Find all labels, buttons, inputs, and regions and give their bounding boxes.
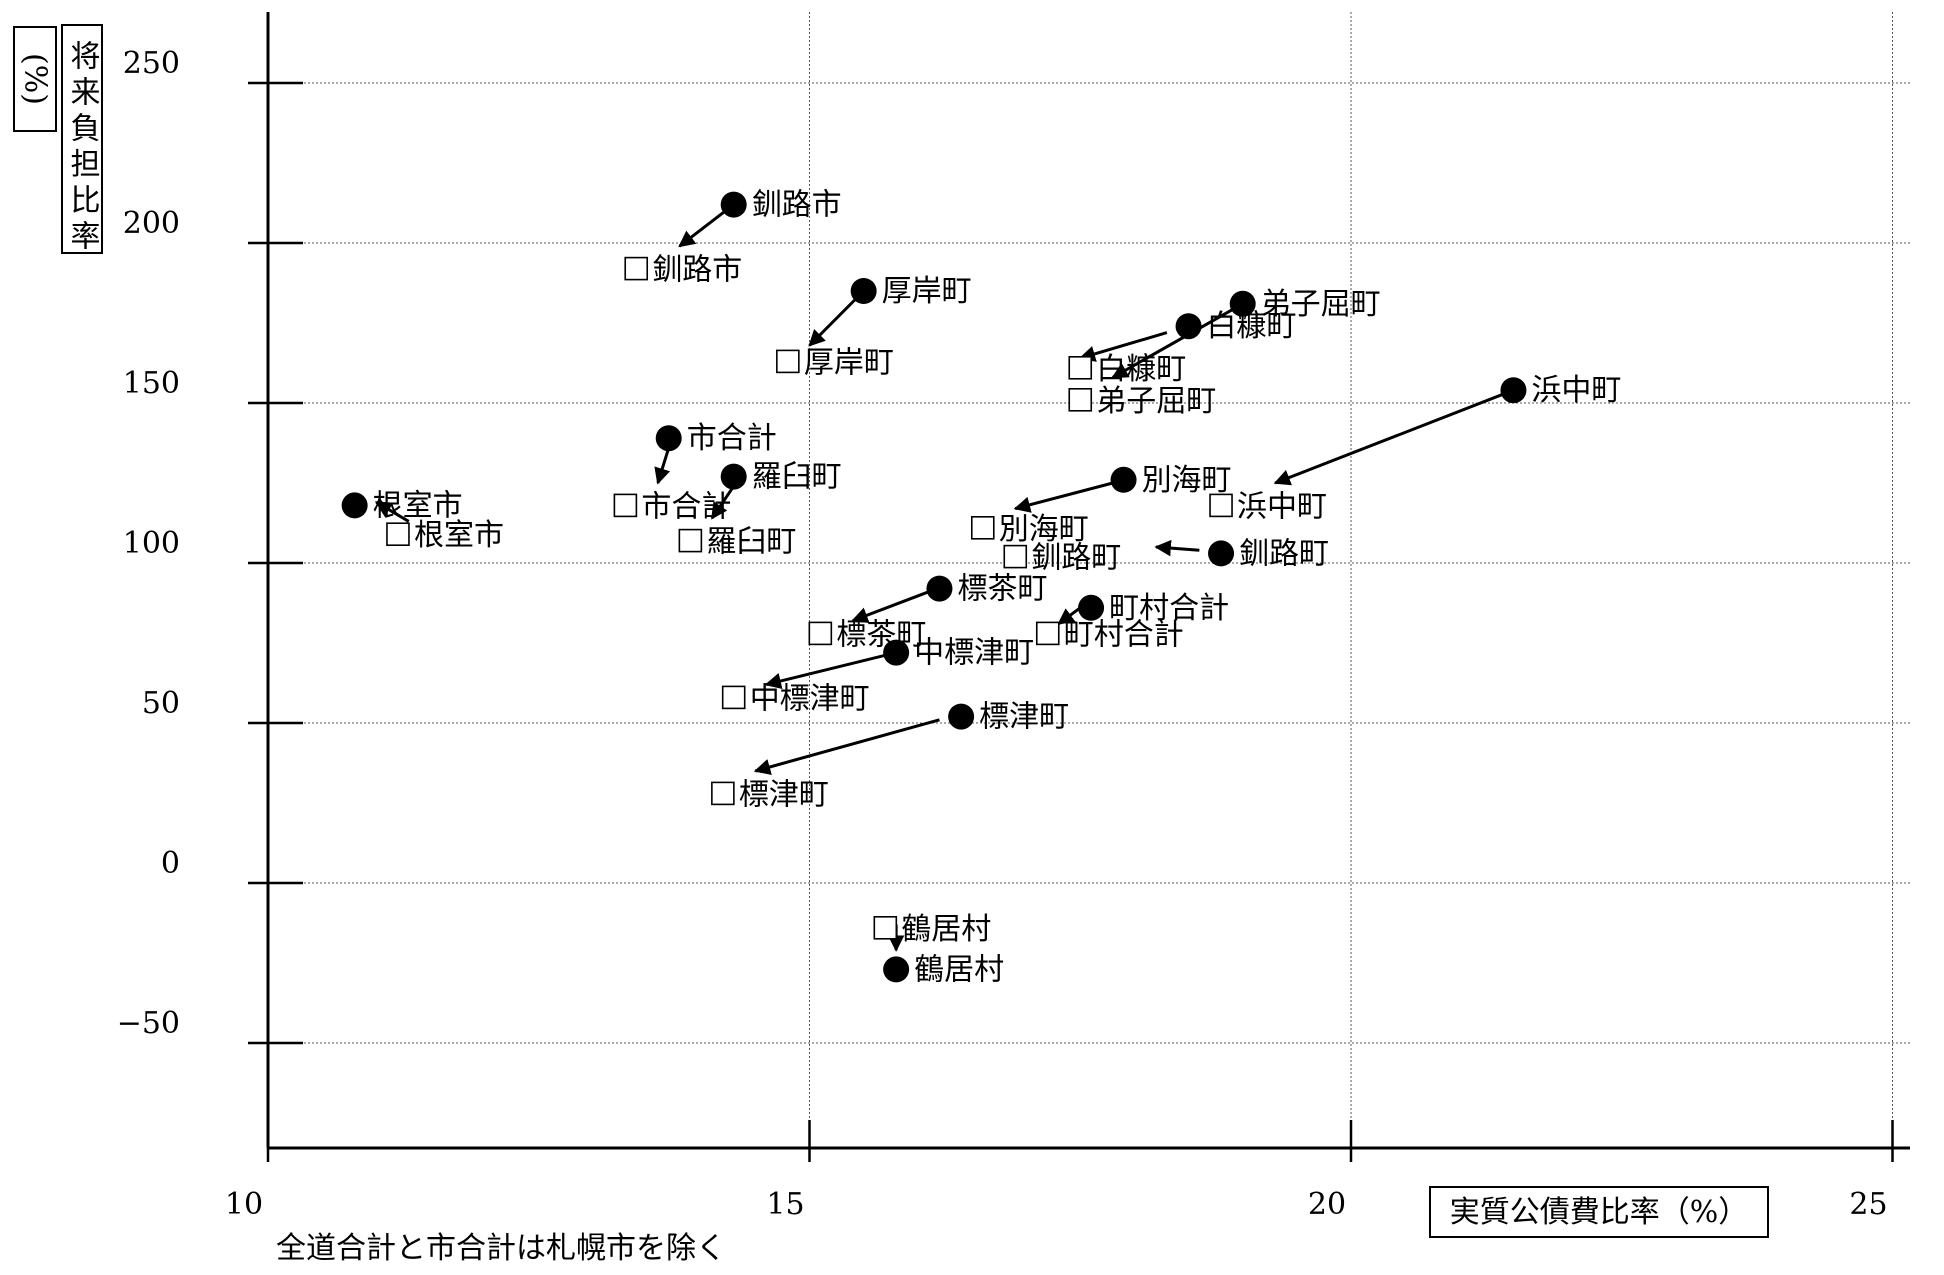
point-label: 標茶町 bbox=[836, 617, 926, 652]
point-label: 標津町 bbox=[979, 700, 1069, 735]
point-label: 市合計 bbox=[687, 421, 777, 456]
point-label: 別海町 bbox=[1142, 463, 1232, 498]
point-marker-filled bbox=[850, 278, 877, 304]
x-tick-label: 25 bbox=[1849, 1187, 1887, 1222]
change-arrow bbox=[1273, 388, 1514, 486]
point-marker-square bbox=[776, 349, 800, 374]
point-marker-square bbox=[1068, 355, 1093, 380]
y-unit-box bbox=[13, 26, 57, 132]
change-arrow bbox=[1057, 606, 1082, 626]
point-label: 釧路市 bbox=[752, 188, 842, 223]
point-label: 羅臼町 bbox=[752, 460, 842, 495]
point-marker-square bbox=[613, 493, 638, 518]
point-label: 白糠町 bbox=[1096, 352, 1186, 387]
change-arrow bbox=[753, 718, 940, 775]
y-tick-label: 150 bbox=[123, 366, 180, 401]
point-marker-square bbox=[721, 685, 746, 710]
y-axis-label: 将来負担比率 bbox=[65, 40, 100, 256]
point-marker-filled bbox=[720, 191, 747, 218]
point-label: 中標津町 bbox=[914, 636, 1034, 671]
y-tick-label: 250 bbox=[123, 46, 180, 81]
y-tick-label: 200 bbox=[123, 206, 180, 241]
point-marker-square bbox=[873, 915, 898, 940]
point-marker-square bbox=[711, 781, 735, 806]
x-tick-label: 20 bbox=[1308, 1187, 1346, 1222]
point-marker-square bbox=[808, 621, 833, 646]
axes: 250 200 150 100 50 0 −50 10 15 20 25 bbox=[117, 12, 1910, 1222]
point-marker-filled bbox=[1078, 594, 1105, 621]
point-marker-filled bbox=[1208, 540, 1235, 567]
point-marker-square bbox=[1003, 544, 1028, 569]
change-arrow bbox=[764, 651, 897, 690]
point-marker-filled bbox=[341, 492, 368, 519]
point-label: 鶴居村 bbox=[914, 952, 1004, 987]
arrows bbox=[374, 203, 1514, 952]
x-axis-label: 実質公債費比率（%） bbox=[1450, 1195, 1749, 1230]
y-tick-label: −50 bbox=[117, 1006, 180, 1041]
chart-note: 全道合計と市合計は札幌市を除く bbox=[276, 1231, 726, 1266]
point-marker-square bbox=[624, 256, 649, 281]
point-marker-filled bbox=[926, 575, 953, 602]
point-marker-square bbox=[678, 528, 703, 553]
point-label: 別海町 bbox=[999, 512, 1089, 547]
point-marker-filled bbox=[1500, 377, 1527, 404]
point-label: 町村合計 bbox=[1064, 617, 1184, 652]
point-marker-filled bbox=[883, 639, 910, 666]
y-axis-unit: (%) bbox=[18, 53, 53, 105]
change-arrow bbox=[374, 500, 410, 523]
point-marker-filled bbox=[720, 463, 747, 490]
point-label: 標津町 bbox=[739, 777, 829, 812]
change-arrow bbox=[851, 590, 930, 624]
change-arrow bbox=[1078, 331, 1168, 362]
point-label: 厚岸町 bbox=[882, 274, 972, 309]
point-label: 釧路町 bbox=[1239, 536, 1329, 571]
x-label-box bbox=[1429, 1186, 1769, 1238]
point-marker-square bbox=[386, 522, 410, 547]
point-label: 市合計 bbox=[641, 489, 731, 524]
point-label: 弟子屈町 bbox=[1096, 384, 1216, 419]
change-arrow bbox=[710, 485, 735, 520]
point-label: 浜中町 bbox=[1237, 489, 1327, 524]
point-label: 鶴居村 bbox=[901, 912, 991, 947]
change-arrow bbox=[654, 447, 671, 485]
point-label: 釧路市 bbox=[652, 253, 742, 288]
point-label: 弟子屈町 bbox=[1261, 287, 1381, 322]
point-label: 浜中町 bbox=[1531, 373, 1621, 408]
y-label-box bbox=[61, 24, 103, 254]
point-label: 釧路町 bbox=[1031, 541, 1121, 576]
x-tick-label: 15 bbox=[766, 1187, 804, 1222]
point-label: 根室市 bbox=[414, 518, 504, 553]
point-marker-filled bbox=[1175, 313, 1202, 340]
point-marker-square bbox=[1068, 387, 1093, 412]
y-tick-label: 50 bbox=[142, 686, 180, 721]
change-arrow bbox=[1111, 302, 1244, 379]
x-tick-label: 10 bbox=[225, 1187, 263, 1222]
point-label: 羅臼町 bbox=[706, 525, 796, 560]
point-marker-square bbox=[1035, 621, 1060, 646]
point-marker-filled bbox=[1110, 466, 1137, 493]
point-label: 標茶町 bbox=[957, 572, 1047, 607]
y-tick-label: 0 bbox=[161, 846, 180, 881]
point-marker-filled bbox=[948, 703, 975, 730]
point-label: 中標津町 bbox=[750, 681, 870, 716]
point-label: 白糠町 bbox=[1207, 309, 1297, 344]
point-label: 町村合計 bbox=[1109, 591, 1229, 626]
grid-lines bbox=[268, 12, 1910, 1148]
change-arrow bbox=[1013, 481, 1114, 513]
point-marker-square bbox=[1209, 493, 1233, 518]
point-marker-filled bbox=[883, 956, 910, 983]
point-label: 根室市 bbox=[373, 488, 463, 523]
point-marker-square bbox=[970, 515, 995, 540]
point-label: 厚岸町 bbox=[804, 345, 894, 380]
y-tick-label: 100 bbox=[123, 526, 180, 561]
change-arrow bbox=[1154, 539, 1200, 557]
point-marker-filled bbox=[1229, 290, 1256, 317]
point-marker-filled bbox=[655, 425, 682, 452]
